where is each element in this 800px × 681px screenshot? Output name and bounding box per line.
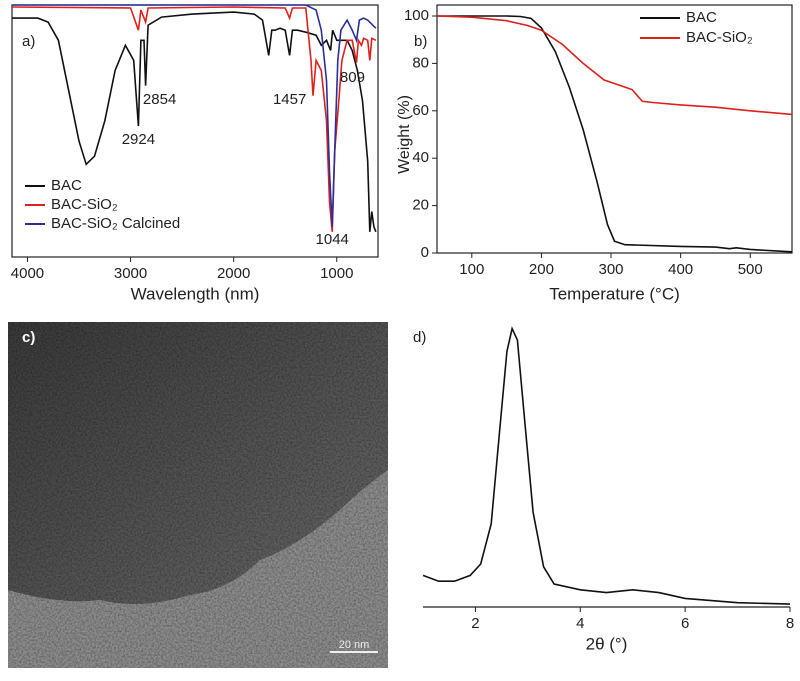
x-tick-label: 2000 xyxy=(217,265,250,282)
peak-annotation: 2854 xyxy=(143,91,176,108)
x-tick-label: 200 xyxy=(529,261,554,278)
y-tick-label: 40 xyxy=(412,149,429,166)
legend-label: BAC-SiO₂ xyxy=(686,29,753,46)
legend-label: BAC xyxy=(51,177,82,194)
x-tick-label: 4 xyxy=(576,615,584,632)
y-tick-label: 0 xyxy=(421,244,429,261)
series-line xyxy=(436,15,793,116)
x-tick-label: 500 xyxy=(738,261,763,278)
series-line xyxy=(11,6,377,232)
legend-label: BAC xyxy=(686,9,717,26)
x-tick-label: 300 xyxy=(599,261,624,278)
x-tick-label: 3000 xyxy=(114,265,147,282)
panel-label: c) xyxy=(22,329,35,346)
y-tick-label: 100 xyxy=(404,7,429,24)
peak-annotation: 2924 xyxy=(122,131,155,148)
x-tick-label: 1000 xyxy=(320,265,353,282)
x-tick-label: 2 xyxy=(471,615,479,632)
peak-annotation: 1457 xyxy=(273,91,306,108)
x-tick-label: 4000 xyxy=(11,265,44,282)
legend-label: BAC-SiO₂ Calcined xyxy=(51,215,180,232)
x-axis-label: Wavelength (nm) xyxy=(131,284,260,303)
x-tick-label: 100 xyxy=(459,261,484,278)
x-tick-label: 6 xyxy=(681,615,689,632)
panel-label: a) xyxy=(22,33,35,50)
y-tick-label: 80 xyxy=(412,54,429,71)
y-axis-label: Weight (%) xyxy=(396,95,413,174)
legend-label: BAC-SiO₂ xyxy=(51,196,118,213)
series-line xyxy=(437,15,793,253)
tem-image: 20 nm c) xyxy=(8,322,388,668)
x-axis-label: 2θ (°) xyxy=(586,634,628,653)
series-line xyxy=(12,4,377,227)
scale-bar-label: 20 nm xyxy=(339,639,370,651)
y-tick-label: 60 xyxy=(412,102,429,119)
peak-annotation: 1044 xyxy=(316,231,349,248)
y-tick-label: 20 xyxy=(412,197,429,214)
panel-label: d) xyxy=(413,329,426,346)
panel-label: b) xyxy=(414,33,427,50)
x-tick-label: 8 xyxy=(786,615,794,632)
x-tick-label: 400 xyxy=(668,261,693,278)
plot-frame xyxy=(436,4,793,254)
series-line xyxy=(422,326,791,605)
peak-annotation: 809 xyxy=(340,69,365,86)
series-line xyxy=(12,11,377,233)
x-axis-label: Temperature (°C) xyxy=(549,284,680,303)
